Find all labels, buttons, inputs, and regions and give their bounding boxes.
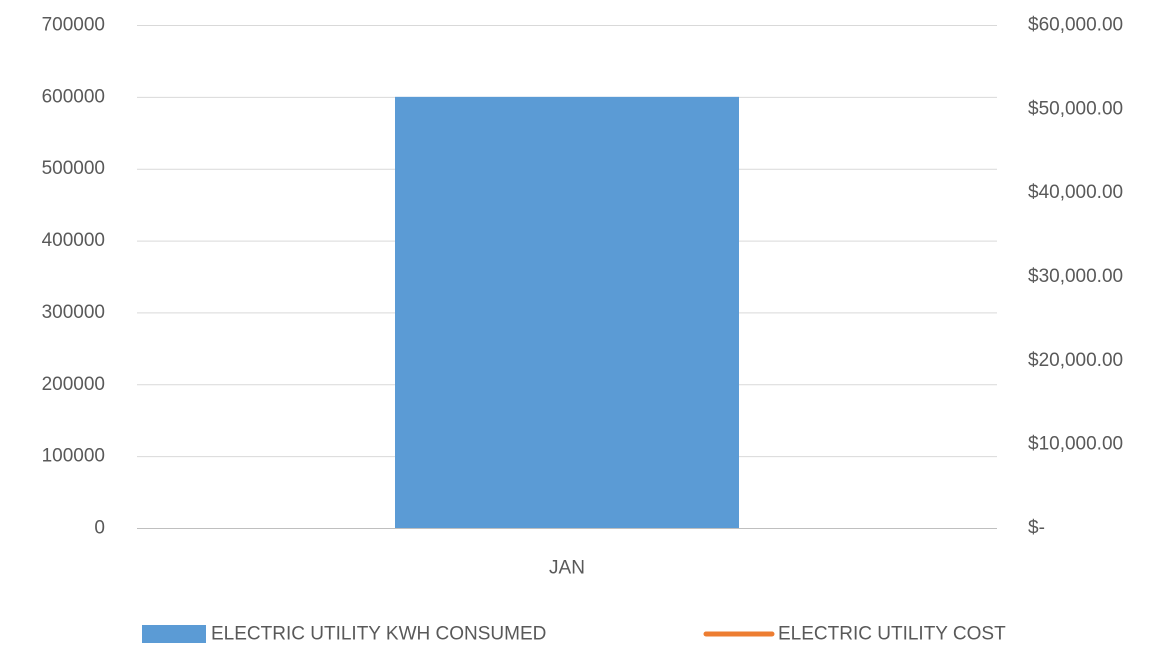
right-tick-label: $40,000.00 — [1028, 182, 1123, 203]
left-tick-label: 100000 — [42, 446, 105, 467]
right-y-axis: $- $10,000.00 $20,000.00 $30,000.00 $40,000.… — [1028, 15, 1123, 539]
left-tick-label: 0 — [94, 518, 105, 539]
legend-label: ELECTRIC UTILITY COST — [778, 624, 1006, 645]
x-axis: JAN — [549, 558, 585, 579]
right-tick-label: $60,000.00 — [1028, 15, 1123, 36]
left-tick-label: 600000 — [42, 86, 105, 107]
right-tick-label: $50,000.00 — [1028, 98, 1123, 119]
right-tick-label: $20,000.00 — [1028, 350, 1123, 371]
right-tick-label: $- — [1028, 518, 1045, 539]
left-y-axis: 0 100000 200000 300000 400000 500000 600000 700… — [42, 15, 105, 539]
left-tick-label: 500000 — [42, 158, 105, 179]
left-tick-label: 400000 — [42, 230, 105, 251]
legend-label: ELECTRIC UTILITY KWH CONSUMED — [211, 624, 546, 645]
legend-swatch-bar — [142, 625, 206, 643]
legend-item: ELECTRIC UTILITY COST — [703, 624, 1006, 645]
bar-jan — [395, 96, 739, 528]
legend-item: ELECTRIC UTILITY KWH CONSUMED — [142, 624, 546, 645]
legend: ELECTRIC UTILITY KWH CONSUMED ELECTRIC UT… — [142, 624, 1006, 645]
x-tick-label: JAN — [549, 558, 585, 579]
left-tick-label: 300000 — [42, 302, 105, 323]
bar-series — [395, 96, 739, 528]
right-tick-label: $10,000.00 — [1028, 434, 1123, 455]
left-tick-label: 200000 — [42, 374, 105, 395]
right-tick-label: $30,000.00 — [1028, 266, 1123, 287]
left-tick-label: 700000 — [42, 15, 105, 36]
